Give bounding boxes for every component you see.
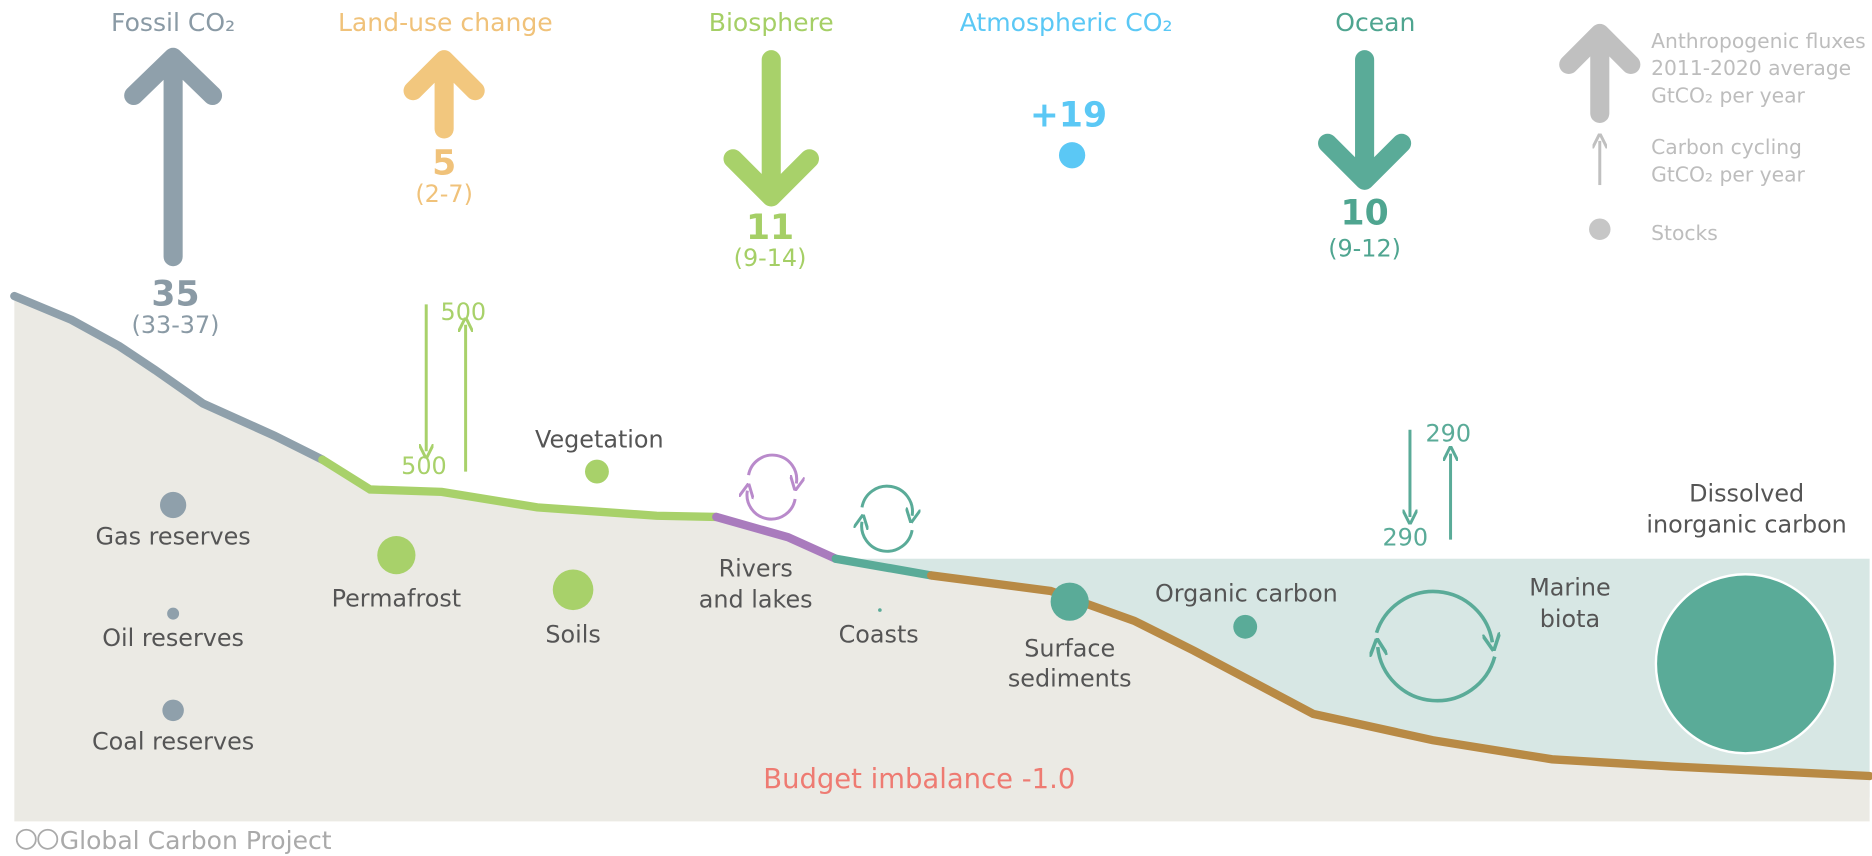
flux-label: Land-use change: [338, 8, 553, 37]
atmosphere-dot: [1058, 142, 1086, 169]
footer: Global Carbon Project: [60, 826, 332, 855]
stock-dot: [1050, 582, 1089, 621]
flux-label: Ocean: [1335, 8, 1415, 37]
coast-purple: [712, 512, 840, 563]
flux-range: (2-7): [415, 180, 473, 208]
stock-label: Soils: [545, 620, 600, 648]
cycling-value: 290: [1383, 524, 1429, 552]
stock-dot: [377, 536, 416, 575]
flux-label: Atmospheric CO₂: [960, 8, 1173, 37]
stock-label: Organic carbon: [1155, 580, 1338, 608]
land-use-arrow: [403, 50, 485, 139]
cycle-loop: [1374, 589, 1493, 642]
stock-label: sediments: [1008, 664, 1132, 692]
stock-label: Rivers: [719, 555, 793, 583]
cc-icons: [15, 828, 59, 850]
stock-dot: [1654, 573, 1837, 755]
biosphere-arrow: [723, 50, 820, 207]
flux-range: (33-37): [132, 311, 220, 339]
coast-teal: [831, 554, 936, 580]
flux-value: 11: [746, 208, 794, 248]
stock-dot: [159, 491, 187, 519]
coast-green: [318, 455, 721, 522]
stock-label: Coasts: [839, 620, 919, 648]
flux-range: (9-12): [1328, 235, 1401, 263]
cycling-value: 500: [441, 298, 487, 326]
flux-range: (9-14): [734, 244, 807, 272]
flux-label: Biosphere: [709, 8, 834, 37]
ocean-arrow: [1318, 50, 1412, 190]
stock-dot: [162, 699, 184, 722]
land: [14, 296, 1870, 822]
stock-dot: [585, 459, 609, 484]
stock-dot: [552, 569, 594, 611]
stock-label: Oil reserves: [102, 624, 244, 652]
stock-dot: [878, 608, 882, 612]
stock-label: and lakes: [699, 586, 813, 614]
legend-text: Carbon cycling: [1651, 135, 1802, 159]
stock-label: Coal reserves: [92, 728, 254, 756]
flux-value: 5: [432, 143, 456, 183]
flux-value: 10: [1341, 193, 1389, 233]
legend-text: Anthropogenic fluxes: [1651, 29, 1866, 53]
legend-text: Stocks: [1651, 221, 1718, 245]
flux-value: +19: [1030, 96, 1107, 136]
cycling-value: 290: [1425, 420, 1471, 448]
stock-label: inorganic carbon: [1646, 510, 1846, 538]
flux-arrows: [124, 23, 1641, 267]
stock-label: Vegetation: [535, 426, 664, 454]
cycle-loop: [747, 491, 797, 521]
stock-label: Gas reserves: [95, 522, 250, 550]
cycle-loop: [862, 522, 914, 553]
stock-label: Surface: [1024, 635, 1115, 663]
stock-label: biota: [1540, 605, 1600, 633]
legend-stock-dot: [1589, 218, 1611, 240]
cycling-value: 500: [401, 452, 447, 480]
cycle-loop: [747, 453, 797, 483]
flux-value: 35: [151, 275, 199, 315]
stock-dot: [1233, 614, 1258, 639]
legend-text: 2011-2020 average: [1651, 56, 1851, 80]
stock-dot: [167, 607, 180, 620]
cycle-loop: [860, 484, 912, 516]
legend-arrow: [1559, 23, 1641, 123]
fossil-arrow: [124, 47, 223, 267]
coast-fossil: [10, 291, 327, 464]
flux-label: Fossil CO₂: [111, 8, 235, 37]
cycle-loop: [1378, 647, 1497, 703]
stock-label: Dissolved: [1689, 479, 1804, 507]
legend-text: GtCO₂ per year: [1651, 162, 1805, 186]
stock-label: Permafrost: [332, 584, 462, 612]
legend-text: GtCO₂ per year: [1651, 84, 1805, 108]
budget-imbalance: Budget imbalance -1.0: [763, 764, 1075, 795]
stock-label: Marine: [1529, 574, 1610, 602]
